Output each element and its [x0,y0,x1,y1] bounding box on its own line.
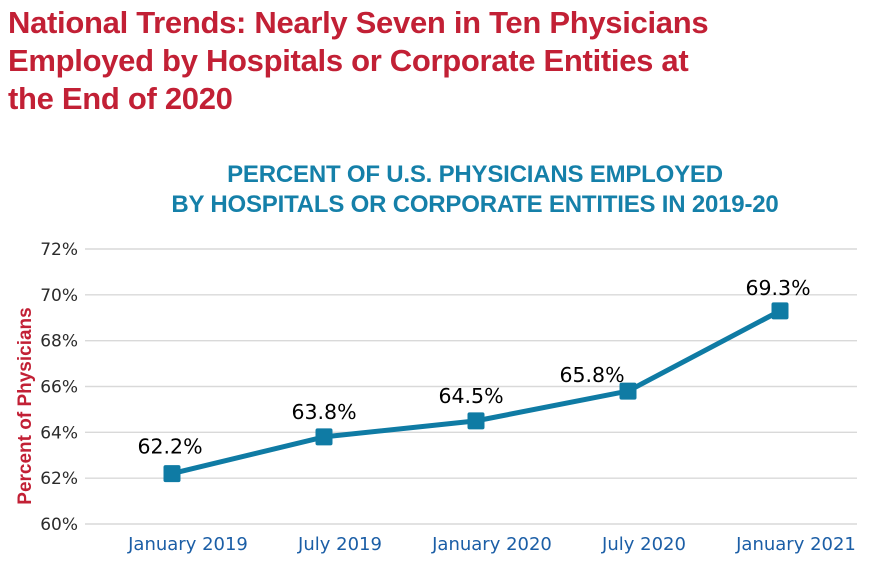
x-tick-label: January 2019 [127,534,248,555]
data-point-marker [771,302,789,320]
y-tick-label: 68% [40,332,78,352]
x-tick-label: January 2020 [431,534,552,555]
page-title: National Trends: Nearly Seven in Ten Phy… [8,5,709,116]
data-point-label: 65.8% [559,363,624,387]
x-tick-label: July 2020 [601,534,686,555]
y-tick-label: 62% [40,469,78,489]
x-tick-label: January 2021 [735,534,856,555]
data-point-marker [315,428,333,446]
y-tick-label: 60% [40,515,78,535]
x-tick-label: July 2019 [297,534,382,555]
y-tick-label: 64% [40,423,78,443]
y-tick-label: 70% [40,286,78,306]
data-point-label: 62.2% [137,435,202,459]
data-point-marker [467,412,485,430]
y-tick-label: 66% [40,378,78,398]
data-point-label: 63.8% [291,400,356,424]
data-point-label: 64.5% [438,384,503,408]
data-point-label: 69.3% [745,276,810,300]
data-point-marker [619,382,637,400]
data-point-marker [163,465,181,483]
y-tick-label: 72% [40,240,78,260]
chart-title: PERCENT OF U.S. PHYSICIANS EMPLOYED BY H… [171,161,779,218]
